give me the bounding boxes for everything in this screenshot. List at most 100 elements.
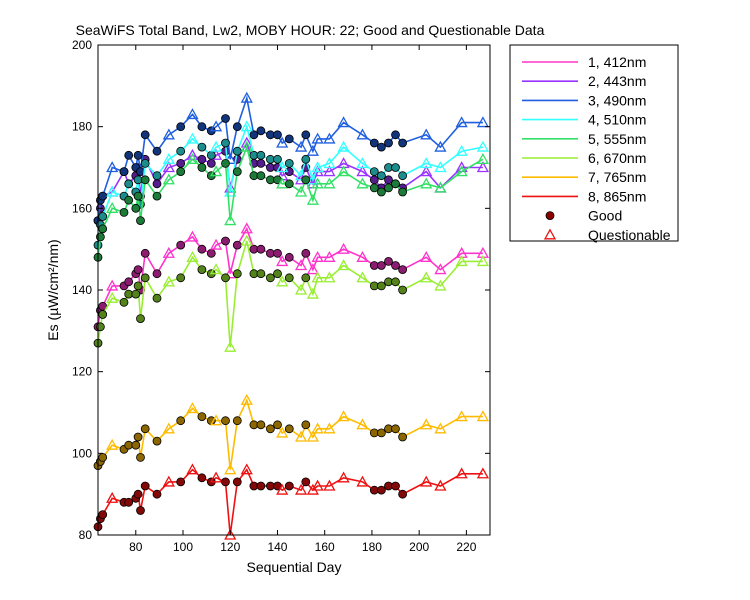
questionable-point — [294, 185, 308, 197]
questionable-point — [323, 177, 336, 189]
questionable-point — [294, 283, 308, 295]
questionable-point — [356, 157, 369, 169]
good-point — [256, 158, 266, 168]
questionable-point — [323, 422, 336, 434]
questionable-point — [323, 250, 336, 262]
good-point — [133, 265, 143, 275]
questionable-point — [455, 410, 468, 422]
good-point — [176, 477, 186, 487]
questionable-point — [455, 255, 468, 267]
questionable-point — [337, 471, 350, 483]
good-point — [152, 489, 162, 499]
good-point — [398, 187, 408, 197]
good-point — [124, 497, 134, 507]
legend-entry-good: Good — [545, 208, 622, 224]
series-7 — [93, 393, 490, 475]
y-tick-label: 120 — [72, 365, 92, 379]
legend-label: Good — [588, 208, 622, 224]
good-point — [256, 171, 266, 181]
x-tick-label: 80 — [129, 540, 143, 554]
questionable-point — [294, 169, 308, 181]
good-point — [124, 179, 134, 189]
questionable-point — [224, 463, 237, 475]
questionable-point — [434, 279, 447, 291]
legend-label: 5, 555nm — [588, 131, 646, 147]
questionable-point — [294, 140, 308, 152]
questionable-point — [294, 259, 308, 271]
good-point — [152, 269, 162, 279]
y-tick-label: 180 — [72, 120, 92, 134]
good-point — [256, 269, 266, 279]
questionable-point — [476, 467, 490, 479]
good-point — [301, 420, 311, 430]
questionable-point — [311, 132, 324, 144]
good-point — [136, 216, 145, 226]
y-tick-label: 100 — [72, 446, 92, 460]
good-point — [256, 481, 266, 491]
good-point — [376, 428, 386, 438]
questionable-point — [337, 116, 350, 128]
questionable-point — [106, 201, 119, 213]
questionable-point — [476, 161, 490, 173]
good-point — [176, 122, 186, 132]
questionable-point — [162, 246, 175, 258]
questionable-point — [186, 108, 199, 120]
series-4 — [93, 120, 490, 250]
good-point — [98, 191, 108, 201]
questionable-point — [356, 250, 369, 262]
questionable-point — [276, 426, 289, 438]
good-point — [232, 167, 242, 177]
questionable-point — [106, 438, 119, 450]
good-point — [98, 224, 108, 234]
good-point — [398, 138, 408, 148]
legend-label: Questionable — [588, 227, 671, 243]
good-point — [197, 154, 207, 164]
questionable-point — [209, 140, 223, 152]
questionable-point — [455, 144, 468, 156]
questionable-point — [240, 120, 253, 132]
good-point — [221, 236, 230, 246]
good-point — [98, 452, 108, 462]
questionable-point — [306, 263, 319, 275]
questionable-point — [186, 463, 199, 475]
legend-entry: 7, 765nm — [522, 169, 646, 185]
questionable-point — [420, 475, 433, 487]
good-point — [119, 167, 129, 177]
x-tick-label: 200 — [409, 540, 429, 554]
questionable-point — [209, 238, 223, 250]
good-point — [221, 138, 230, 148]
good-point — [197, 122, 207, 132]
good-point — [232, 146, 242, 156]
good-point — [124, 195, 134, 205]
good-point — [206, 248, 216, 258]
good-point — [376, 171, 386, 181]
good-point — [140, 481, 150, 491]
good-point — [398, 171, 408, 181]
good-point — [221, 273, 230, 283]
questionable-point — [434, 422, 447, 434]
questionable-point — [420, 157, 433, 169]
good-point — [133, 150, 143, 160]
questionable-point — [240, 234, 253, 246]
questionable-point — [476, 410, 490, 422]
legend-entry: 4, 510nm — [522, 112, 646, 128]
good-point — [391, 163, 400, 172]
questionable-point — [240, 463, 253, 475]
questionable-point — [240, 140, 253, 152]
x-tick-label: 220 — [456, 540, 476, 554]
good-point — [152, 171, 162, 181]
good-point — [136, 452, 145, 462]
legend-entry-questionable: Questionable — [543, 227, 671, 243]
good-point — [98, 310, 108, 319]
questionable-point — [420, 128, 433, 140]
questionable-point — [240, 91, 253, 103]
series-8 — [93, 463, 490, 540]
good-marker-icon — [545, 211, 555, 221]
good-point — [398, 265, 408, 275]
good-point — [284, 134, 294, 144]
questionable-point — [337, 165, 350, 177]
good-point — [384, 256, 393, 266]
good-point — [256, 150, 266, 160]
questionable-point — [106, 185, 119, 197]
legend-label: 3, 490nm — [588, 92, 646, 108]
